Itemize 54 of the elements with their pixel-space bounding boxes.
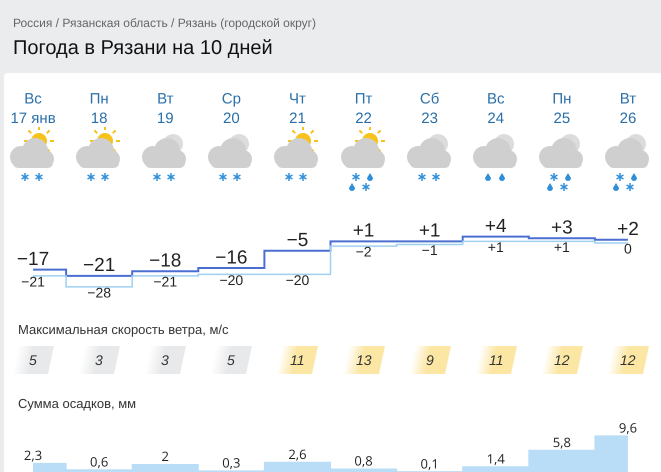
chart-title: Погода в Рязани на 10 дней	[13, 37, 273, 60]
x-tick-label: Пн 18	[90, 90, 109, 127]
data-label: 9	[426, 352, 434, 368]
data-label: 11	[488, 352, 504, 368]
data-label: −20	[286, 272, 310, 288]
data-label: −18	[149, 250, 182, 272]
data-label: −28	[87, 284, 112, 300]
x-tick-label: Сб 23	[420, 90, 440, 127]
text: Россия / Рязанская область / Рязань (городской округ)	[13, 16, 316, 30]
x-tick-label: Вт 26	[620, 90, 636, 127]
data-label: 2,6	[288, 444, 307, 463]
data-label: 1,4	[486, 449, 506, 468]
chart-title: Сумма осадков, мм	[18, 396, 136, 411]
data-label: 3	[95, 352, 104, 368]
data-label: −21	[153, 273, 178, 290]
data-label: −17	[16, 248, 50, 270]
x-tick-label: Чт 21	[289, 90, 306, 127]
x-tick-label: Вс 17 янв	[10, 90, 56, 127]
data-label: +2	[617, 219, 639, 240]
data-label: 11	[290, 352, 305, 368]
data-label: +1	[418, 220, 440, 242]
x-tick-label: Вс 24	[486, 90, 505, 127]
data-label: 0,8	[354, 452, 373, 470]
data-label: 12	[620, 352, 636, 368]
data-label: 13	[356, 352, 372, 368]
data-label: 0	[624, 240, 632, 256]
data-label: 2	[162, 447, 169, 466]
data-label: 2,3	[24, 446, 42, 464]
data-label: +1	[352, 220, 374, 242]
data-label: 0,1	[420, 454, 439, 472]
data-label: 3	[161, 352, 170, 368]
data-label: 5,8	[552, 432, 571, 451]
data-label: −16	[215, 247, 248, 268]
x-tick-label: Вт 19	[156, 90, 174, 127]
data-label: −1	[422, 242, 438, 258]
data-label: +4	[484, 216, 508, 237]
data-label: +3	[551, 217, 573, 238]
data-label: −21	[83, 255, 116, 276]
text: Максимальная скорость ветра, м/с	[18, 322, 228, 337]
x-tick-label: Пн 25	[552, 90, 572, 127]
x-tick-label: Пт 22	[354, 90, 373, 127]
x-tick-label: Ср 20	[222, 90, 241, 127]
data-label: −20	[219, 272, 244, 288]
data-label: −21	[21, 273, 46, 290]
data-label: 5	[227, 352, 236, 368]
data-label: +1	[554, 238, 570, 255]
data-label: 0,6	[90, 452, 108, 470]
data-label: +1	[488, 238, 504, 255]
data-label: 5	[29, 352, 37, 368]
data-label: 0,3	[222, 454, 240, 472]
data-label: −2	[356, 244, 372, 260]
data-label: 9,6	[618, 418, 638, 437]
data-label: −5	[286, 230, 308, 252]
data-label: 12	[554, 352, 570, 368]
